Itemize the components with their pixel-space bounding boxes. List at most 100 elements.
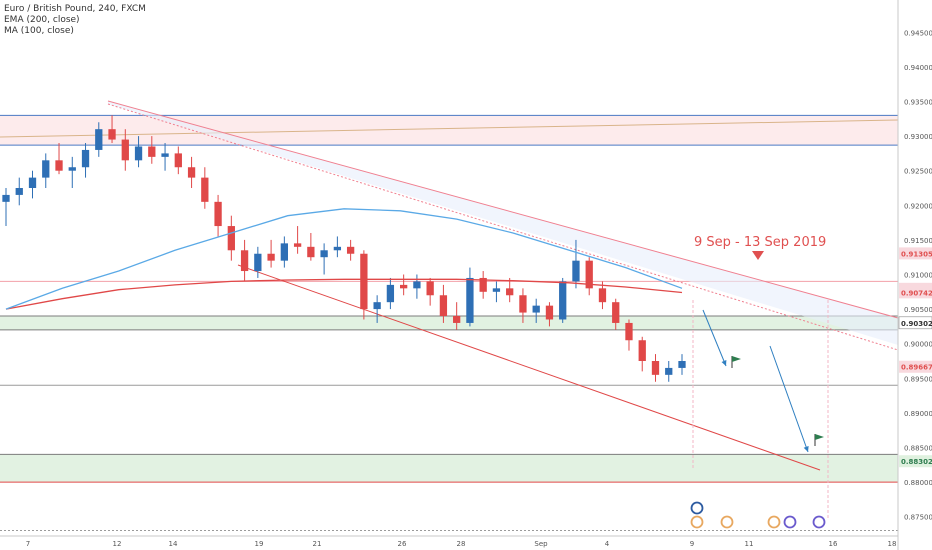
candle-body <box>81 149 90 168</box>
economic-event-icon <box>767 515 781 529</box>
candle-body <box>585 260 593 289</box>
price-label-box <box>898 316 932 330</box>
candle-body <box>360 253 368 310</box>
candle-body <box>134 146 143 161</box>
candle-body <box>148 146 156 157</box>
candle-body <box>439 295 448 317</box>
candle-body <box>453 316 461 323</box>
y-tick-label: 0.91000 <box>904 272 932 280</box>
x-tick-label: 7 <box>26 540 30 548</box>
candle-body <box>598 288 607 303</box>
x-tick-label: 28 <box>457 540 466 548</box>
economic-event-icon <box>690 515 704 529</box>
x-tick-label: 18 <box>888 540 897 548</box>
candle-body <box>280 243 288 261</box>
price-label-ema: 0.90742 <box>901 289 932 297</box>
candle-body <box>678 361 686 368</box>
channel-upper-dotted-line <box>107 103 899 351</box>
candle-body <box>479 277 487 292</box>
y-tick-label: 0.88000 <box>904 479 932 487</box>
candle-body <box>161 153 169 157</box>
candle-body <box>174 153 182 168</box>
zone-resistance-upper <box>0 115 898 146</box>
x-tick-label: Sep <box>534 540 548 548</box>
economic-event-icon <box>812 515 826 529</box>
x-tick-label: 9 <box>690 540 694 548</box>
y-tick-label: 0.92500 <box>904 168 932 176</box>
legend-ema: EMA (200, close) <box>4 15 80 25</box>
y-tick-label: 0.90500 <box>904 306 932 314</box>
legend-ma: MA (100, close) <box>4 26 74 36</box>
x-tick-label: 26 <box>398 540 407 548</box>
x-tick-label: 19 <box>255 540 264 548</box>
x-tick-label: 12 <box>113 540 122 548</box>
candle-body <box>492 288 501 292</box>
candle-body <box>665 367 673 375</box>
candle-body <box>413 281 421 289</box>
economic-event-icon <box>783 515 797 529</box>
x-tick-label: 21 <box>313 540 322 548</box>
candle-body <box>214 201 222 227</box>
y-tick-label: 0.94500 <box>904 29 932 37</box>
date-range-marker-icon <box>752 251 764 260</box>
candle-body <box>559 281 567 320</box>
channel-upper-line <box>107 100 899 319</box>
candle-body <box>466 277 474 323</box>
candle-body <box>572 260 580 282</box>
x-tick-label: 16 <box>829 540 838 548</box>
candle-body <box>240 250 249 272</box>
candle-body <box>333 246 342 251</box>
candle-body <box>386 284 395 303</box>
candle-body <box>612 302 620 323</box>
candle-body <box>293 243 302 247</box>
legend-symbol: Euro / British Pound, 240, FXCM <box>4 4 146 14</box>
target-flag-2-icon <box>815 434 824 440</box>
candle-body <box>638 340 646 361</box>
y-tick-label: 0.93500 <box>904 99 932 107</box>
price-label-box <box>899 360 932 373</box>
candle-body <box>187 167 196 178</box>
candle-body <box>506 288 514 296</box>
candle-body <box>373 302 381 310</box>
candle-body <box>28 177 37 188</box>
x-tick-label: 11 <box>745 540 754 548</box>
long-trend-line <box>0 119 899 138</box>
y-tick-label: 0.87500 <box>904 514 932 522</box>
ma-100-line <box>5 208 683 310</box>
candle-body <box>68 167 76 171</box>
y-tick-label: 0.94000 <box>904 64 932 72</box>
y-tick-label: 0.92000 <box>904 202 932 210</box>
candle-body <box>15 188 23 195</box>
channel-lower-line <box>237 264 821 471</box>
price-label-target: 0.88302 <box>901 458 932 466</box>
candle-body <box>201 177 209 202</box>
x-tick-label: 4 <box>605 540 610 548</box>
y-tick-label: 0.93000 <box>904 133 932 141</box>
channel-band <box>108 101 898 345</box>
candle-body <box>426 281 434 296</box>
candle-body <box>400 284 408 289</box>
candle-body <box>108 129 116 140</box>
projection-arrow-1 <box>702 309 727 367</box>
candle-body <box>651 361 660 375</box>
price-label-resistance: 0.90302 <box>901 320 932 328</box>
y-tick-label: 0.88500 <box>904 445 932 453</box>
economic-event-icon <box>690 501 704 515</box>
projection-arrow-2 <box>769 345 809 453</box>
y-tick-label: 0.89500 <box>904 375 932 383</box>
chart-legend: Euro / British Pound, 240, FXCM EMA (200… <box>4 4 146 37</box>
zone-support-mid <box>0 316 898 330</box>
candle-body <box>95 129 103 150</box>
candle-body <box>254 253 262 272</box>
candle-body <box>42 160 50 178</box>
candle-body <box>307 246 315 258</box>
ema-200-line <box>5 278 683 310</box>
candle-body <box>625 322 633 341</box>
projection-arrow-1-head <box>721 360 727 366</box>
candle-body <box>55 160 63 171</box>
y-tick-label: 0.91500 <box>904 237 932 245</box>
candle-body <box>346 246 355 254</box>
y-tick-label: 0.90000 <box>904 341 932 349</box>
candle-body <box>267 253 275 261</box>
